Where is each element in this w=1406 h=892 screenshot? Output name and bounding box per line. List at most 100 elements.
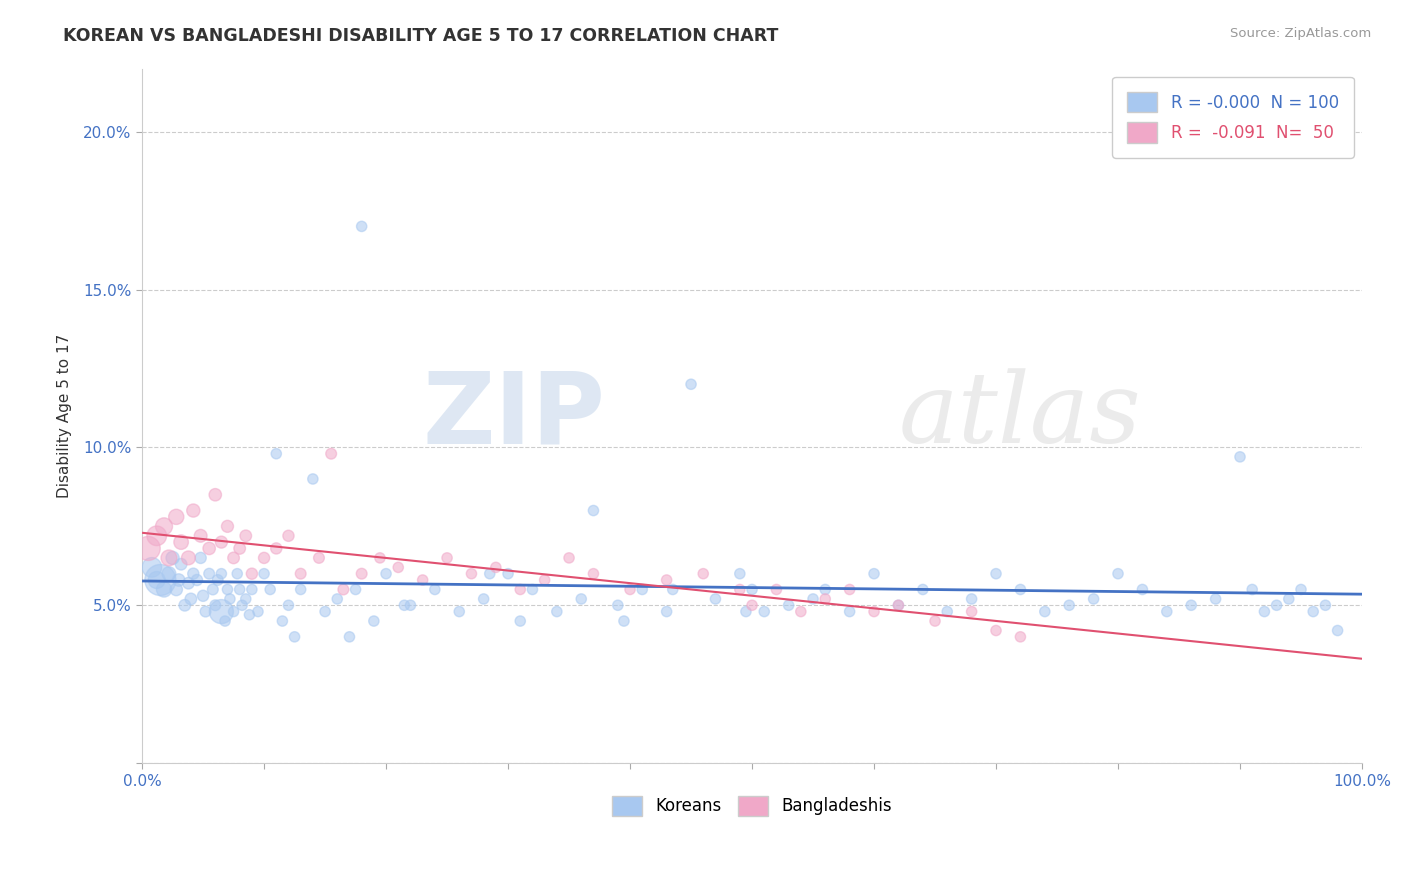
Point — [984, 624, 1007, 638]
Point — [194, 605, 217, 619]
Point — [165, 582, 187, 597]
Point — [284, 630, 307, 644]
Point — [201, 582, 224, 597]
Point — [765, 582, 787, 597]
Point — [173, 599, 195, 613]
Point — [1241, 582, 1264, 597]
Point — [1180, 599, 1202, 613]
Point — [165, 509, 187, 524]
Point — [558, 550, 581, 565]
Point — [1326, 624, 1348, 638]
Point — [209, 605, 232, 619]
Point — [190, 550, 212, 565]
Point — [344, 582, 367, 597]
Point — [339, 630, 361, 644]
Text: Source: ZipAtlas.com: Source: ZipAtlas.com — [1230, 27, 1371, 40]
Point — [277, 529, 299, 543]
Point — [235, 529, 257, 543]
Point — [136, 541, 159, 556]
Point — [217, 582, 239, 597]
Point — [655, 605, 678, 619]
Point — [582, 503, 605, 517]
Point — [186, 573, 208, 587]
Point — [157, 566, 180, 581]
Point — [240, 582, 263, 597]
Point — [264, 541, 287, 556]
Point — [924, 614, 946, 628]
Point — [253, 550, 276, 565]
Point — [149, 573, 172, 587]
Point — [394, 599, 416, 613]
Point — [728, 566, 751, 581]
Point — [814, 582, 837, 597]
Point — [204, 488, 226, 502]
Point — [546, 605, 568, 619]
Point — [253, 566, 276, 581]
Point — [801, 591, 824, 606]
Point — [1083, 591, 1105, 606]
Point — [308, 550, 330, 565]
Point — [228, 541, 250, 556]
Point — [790, 605, 813, 619]
Point — [1010, 630, 1032, 644]
Point — [191, 589, 214, 603]
Point — [460, 566, 482, 581]
Point — [219, 591, 242, 606]
Point — [692, 566, 714, 581]
Point — [1010, 582, 1032, 597]
Point — [1156, 605, 1178, 619]
Point — [655, 573, 678, 587]
Point — [887, 599, 910, 613]
Point — [350, 566, 373, 581]
Point — [960, 605, 983, 619]
Point — [569, 591, 592, 606]
Point — [509, 614, 531, 628]
Point — [728, 582, 751, 597]
Point — [375, 566, 398, 581]
Point — [436, 550, 458, 565]
Point — [741, 599, 763, 613]
Point — [704, 591, 727, 606]
Point — [198, 566, 221, 581]
Point — [204, 599, 226, 613]
Point — [863, 566, 886, 581]
Point — [1205, 591, 1227, 606]
Point — [387, 560, 409, 574]
Point — [1132, 582, 1154, 597]
Point — [238, 607, 260, 622]
Point — [496, 566, 519, 581]
Point — [271, 614, 294, 628]
Point — [145, 529, 167, 543]
Point — [290, 566, 312, 581]
Point — [368, 550, 391, 565]
Point — [814, 591, 837, 606]
Point — [412, 573, 434, 587]
Point — [326, 591, 349, 606]
Point — [423, 582, 446, 597]
Point — [145, 573, 167, 587]
Point — [472, 591, 495, 606]
Point — [350, 219, 373, 234]
Point — [222, 605, 245, 619]
Point — [228, 582, 250, 597]
Point — [936, 605, 959, 619]
Point — [911, 582, 934, 597]
Point — [190, 529, 212, 543]
Point — [180, 591, 202, 606]
Point — [264, 447, 287, 461]
Point — [887, 599, 910, 613]
Point — [332, 582, 354, 597]
Point — [522, 582, 544, 597]
Point — [231, 599, 253, 613]
Point — [217, 519, 239, 533]
Point — [778, 599, 800, 613]
Point — [207, 573, 229, 587]
Point — [754, 605, 776, 619]
Point — [1265, 599, 1288, 613]
Point — [363, 614, 385, 628]
Point — [177, 576, 200, 591]
Point — [162, 550, 184, 565]
Point — [235, 591, 257, 606]
Point — [157, 550, 180, 565]
Point — [153, 582, 176, 597]
